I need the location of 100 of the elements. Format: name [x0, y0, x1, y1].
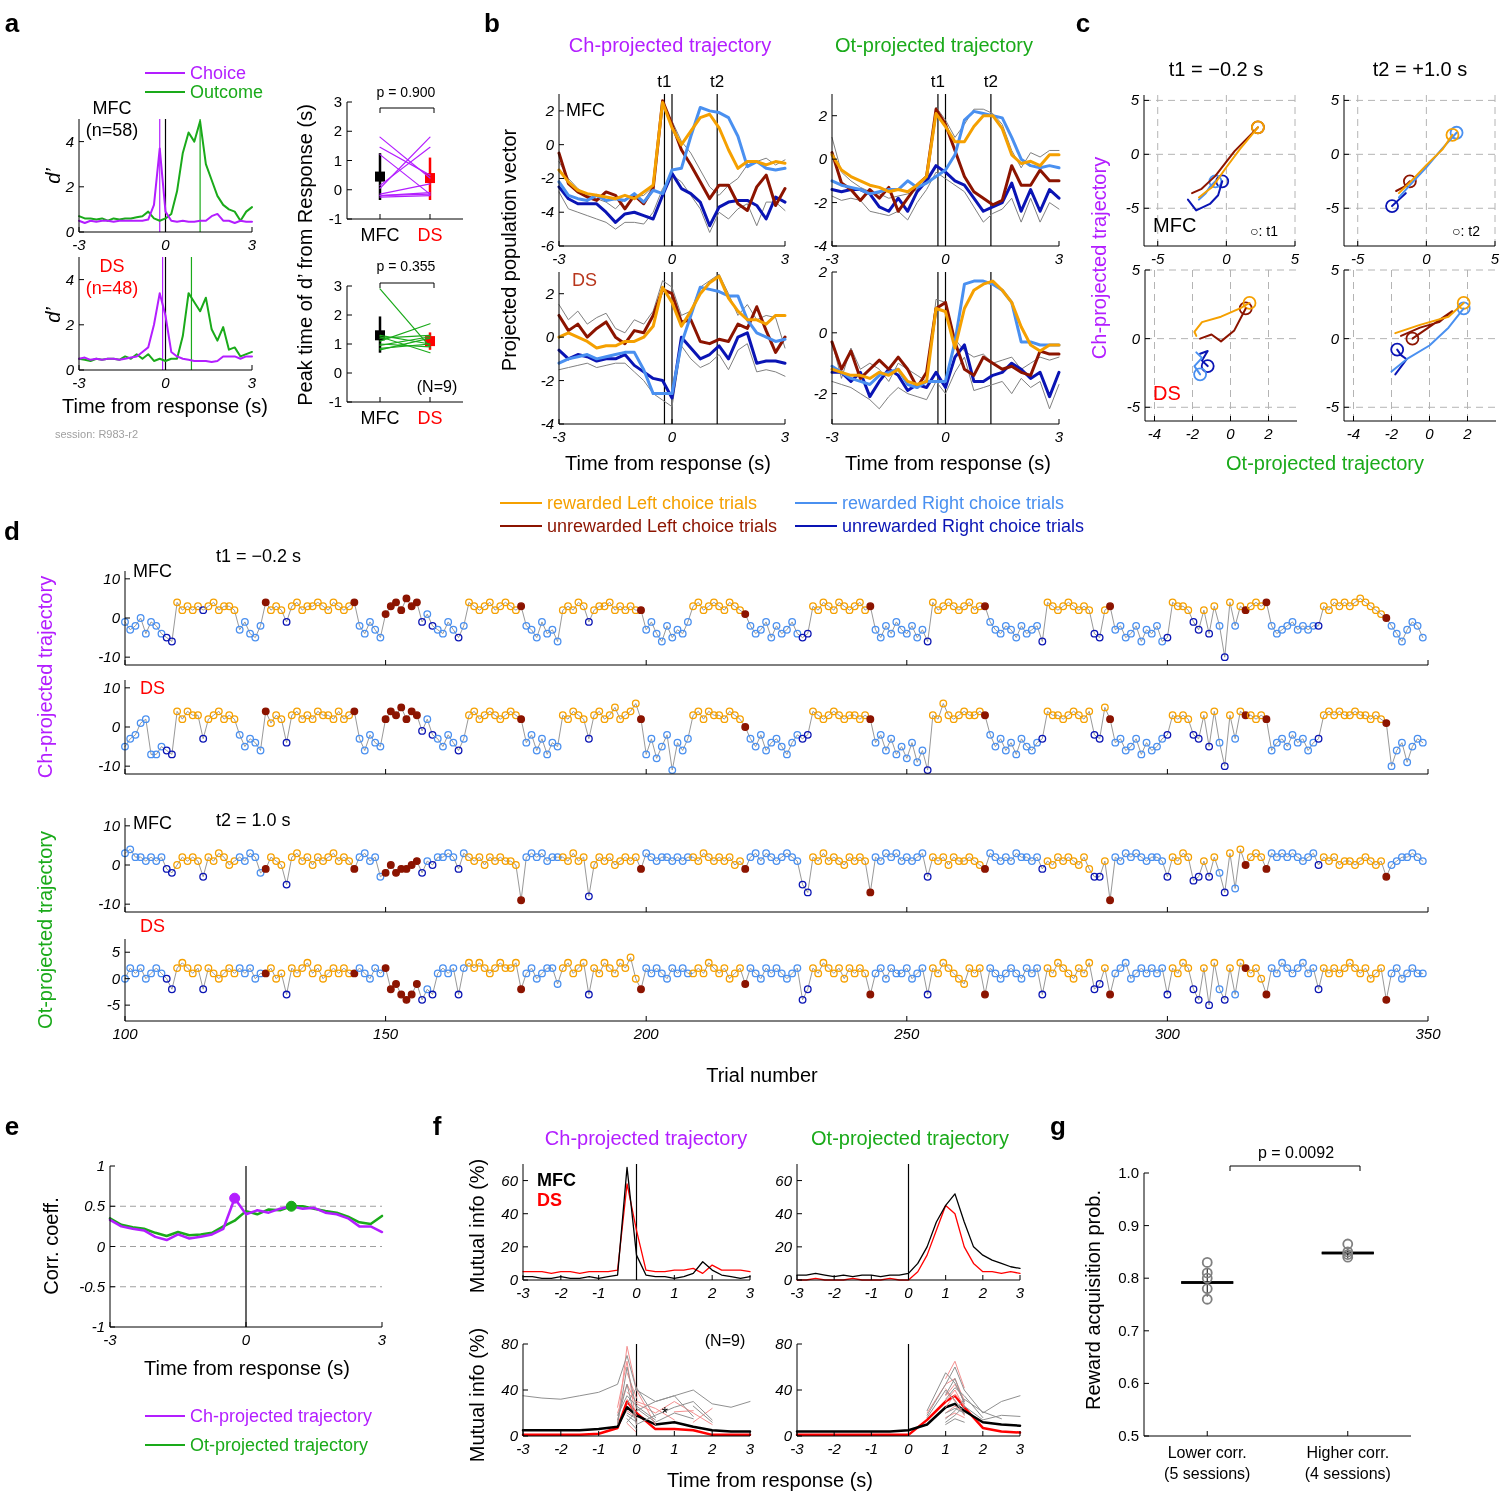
y-tick-label: 2 — [544, 101, 555, 119]
y-tick-label: 0.6 — [1118, 1374, 1139, 1392]
x-tick-label: 3 — [247, 374, 257, 391]
y-tick-label: 3 — [333, 93, 342, 110]
x-tick-label: 5 — [1290, 250, 1300, 267]
x-axis-title: Trial number — [706, 1064, 819, 1086]
y-tick-label: 0 — [509, 1427, 519, 1444]
y-tick-label: -5 — [106, 996, 121, 1014]
y-tick-label: 0.5 — [1118, 1427, 1139, 1444]
x-tick-label: 2 — [977, 1284, 988, 1301]
y-tick-label: -2 — [813, 193, 828, 211]
text: DS — [537, 1190, 563, 1210]
x-tick-label: 0 — [241, 1331, 251, 1348]
annotation: t2 = 1.0 s — [216, 810, 291, 830]
x-tick-label: Higher corr. (4 sessions) — [1304, 1444, 1391, 1482]
x-tick-label: 150 — [373, 1025, 399, 1042]
x-tick-label: MFC — [360, 225, 400, 245]
y-tick-label: 0 — [96, 1237, 106, 1255]
annotation: DS — [572, 270, 598, 290]
x-tick-label: -3 — [790, 1284, 805, 1301]
y-tick-label: 0.5 — [84, 1197, 106, 1215]
legend-label: unrewarded Right choice trials — [842, 516, 1085, 536]
x-tick-label: 0 — [904, 1284, 914, 1301]
x-tick-label: -3 — [72, 374, 87, 391]
legend-label: unrewarded Left choice trials — [547, 516, 778, 536]
y-tick-label: 0.7 — [1118, 1321, 1139, 1339]
x-tick-label: 300 — [1154, 1025, 1181, 1042]
y-tick-label: 80 — [775, 1335, 793, 1352]
y-tick-label: 4 — [65, 270, 74, 288]
x-tick-label: -3 — [790, 1440, 805, 1457]
ref-line-label: t1 — [930, 72, 946, 91]
y-tick-label: 60 — [501, 1171, 519, 1189]
x-tick-label: 0 — [161, 236, 171, 253]
legend-label: Ot-projected trajectory — [190, 1435, 369, 1455]
x-tick-label: 0 — [904, 1440, 914, 1457]
y-tick-label: 20 — [774, 1237, 793, 1255]
x-tick-label: -3 — [103, 1331, 118, 1348]
y-axis-title: Ch-projected trajectory — [1088, 156, 1110, 360]
x-axis-title: Time from response (s) — [845, 452, 1051, 474]
x-axis-title: Time from response (s) — [62, 395, 268, 417]
y-tick-label: 0 — [1130, 145, 1140, 163]
chart-title: Ot-projected trajectory — [835, 34, 1033, 56]
y-tick-label: -4 — [540, 203, 554, 221]
x-tick-label: DS — [417, 225, 443, 245]
x-tick-label: -3 — [516, 1284, 531, 1301]
legend-label: Ch-projected trajectory — [190, 1406, 373, 1426]
y-axis-title: d’ — [42, 167, 64, 184]
x-tick-label: 0 — [632, 1440, 642, 1457]
x-tick-label: -4 — [1346, 425, 1361, 442]
x-tick-label: 0 — [941, 428, 951, 445]
x-tick-label: 3 — [247, 236, 257, 253]
y-tick-label: 2 — [333, 122, 342, 140]
x-tick-label: 0 — [667, 250, 677, 267]
x-tick-label: 2 — [1263, 425, 1274, 442]
text: t1 = −0.2 s — [216, 546, 302, 566]
y-tick-label: 2 — [64, 315, 75, 333]
y-axis-title: Mutual info (%) — [466, 1327, 488, 1463]
text: c — [1075, 8, 1091, 38]
y-tick-label: -10 — [98, 895, 121, 913]
text: f — [432, 1111, 442, 1141]
annotation: (N=9) — [416, 378, 458, 395]
y-tick-label: 0 — [818, 150, 828, 168]
legend-label: Outcome — [190, 82, 264, 102]
x-tick-label: -3 — [552, 250, 567, 267]
chart-title: Ch-projected trajectory — [568, 34, 772, 56]
x-tick-label: -5 — [1151, 250, 1166, 267]
y-tick-label: 5 — [1330, 261, 1340, 278]
text: session: R983-r2 — [55, 428, 139, 440]
annotation: DS — [140, 678, 166, 698]
x-tick-label: 1 — [670, 1440, 679, 1457]
x-axis-title: Time from response (s) — [565, 452, 771, 474]
y-tick-label: -1 — [91, 1318, 105, 1335]
y-tick-label: -2 — [540, 169, 555, 187]
y-tick-label: 1 — [333, 335, 342, 352]
text: d — [4, 516, 20, 546]
text: a — [4, 8, 20, 38]
y-axis-title: Mutual info (%) — [466, 1158, 488, 1294]
x-tick-label: Lower corr. (5 sessions) — [1164, 1444, 1251, 1482]
y-tick-label: 0 — [818, 323, 828, 341]
y-tick-label: 40 — [775, 1381, 793, 1398]
chart-title: Ot-projected trajectory — [811, 1127, 1009, 1149]
x-tick-label: 200 — [632, 1025, 660, 1042]
y-axis-title: Projected population vector — [498, 128, 520, 372]
y-tick-label: -10 — [98, 648, 121, 666]
y-tick-label: 0 — [1131, 329, 1141, 347]
y-tick-label: 0 — [111, 718, 121, 735]
text: g — [1050, 1111, 1066, 1141]
y-tick-label: 40 — [501, 1381, 519, 1398]
legend-label: Choice — [190, 63, 247, 83]
y-tick-label: 0.8 — [1118, 1269, 1139, 1287]
annotation: ○: t1 — [1250, 223, 1279, 239]
x-tick-label: 3 — [1015, 1284, 1025, 1301]
ref-line-label: t2 — [983, 72, 998, 91]
y-axis-title: Ot-projected trajectory — [34, 831, 56, 1029]
x-tick-label: -1 — [864, 1440, 879, 1457]
y-tick-label: 1 — [333, 151, 342, 169]
text: p = 0.355 — [376, 258, 436, 274]
text: b — [484, 8, 500, 38]
x-axis-title: Ot-projected trajectory — [1226, 452, 1424, 474]
y-axis-title: Reward acquisition prob. — [1082, 1189, 1104, 1411]
